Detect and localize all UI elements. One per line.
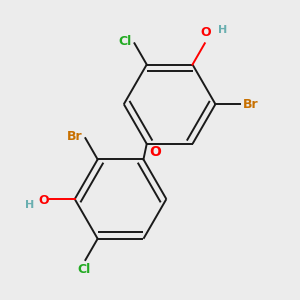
Text: H: H [218,25,227,35]
Text: O: O [38,194,49,207]
Text: Br: Br [67,130,82,143]
Text: O: O [149,145,161,159]
Text: O: O [200,26,211,39]
Text: Cl: Cl [118,35,131,48]
Text: Br: Br [243,98,259,111]
Text: Cl: Cl [77,263,90,276]
Text: H: H [25,200,34,210]
